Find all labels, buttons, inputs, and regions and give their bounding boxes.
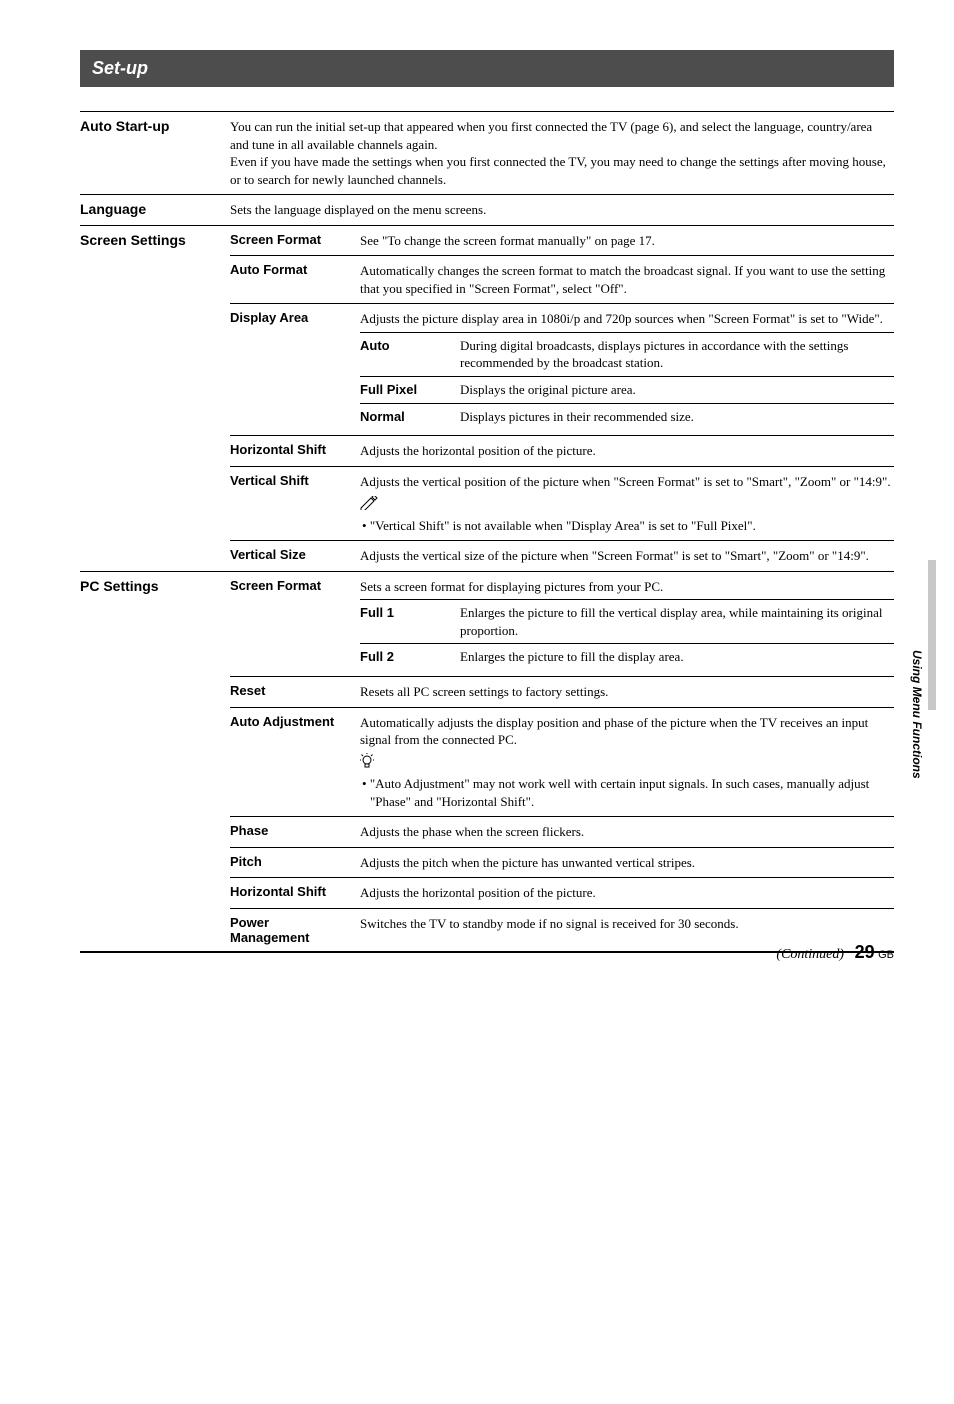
vshift-text: Adjusts the vertical position of the pic…	[360, 473, 894, 491]
pc-format-intro: Sets a screen format for displaying pict…	[360, 578, 894, 596]
settings-table: Auto Start-up You can run the initial se…	[80, 111, 894, 953]
pc-autoadj-desc: Automatically adjusts the display positi…	[360, 707, 894, 817]
continued-text: (Continued)	[776, 947, 844, 962]
opt-fullpixel-desc: Displays the original picture area.	[460, 377, 894, 404]
page-gb: GB	[878, 949, 894, 961]
hshift-label: Horizontal Shift	[230, 436, 360, 467]
opt-auto-label: Auto	[360, 332, 460, 376]
side-tab-text: Using Menu Functions	[910, 650, 924, 779]
pc-autoadj-text: Automatically adjusts the display positi…	[360, 714, 894, 749]
opt-fullpixel-label: Full Pixel	[360, 377, 460, 404]
pc-hshift-desc: Adjusts the horizontal position of the p…	[360, 878, 894, 909]
row-label-language: Language	[80, 195, 230, 226]
vshift-label: Vertical Shift	[230, 466, 360, 541]
hshift-desc: Adjusts the horizontal position of the p…	[360, 436, 894, 467]
row-label-autostartup: Auto Start-up	[80, 112, 230, 195]
pc-format-label: Screen Format	[230, 571, 360, 676]
pc-autoadj-label: Auto Adjustment	[230, 707, 360, 817]
vshift-note: • "Vertical Shift" is not available when…	[360, 517, 894, 535]
display-area-intro: Adjusts the picture display area in 1080…	[360, 310, 894, 328]
opt-full2-label: Full 2	[360, 644, 460, 670]
auto-format-desc: Automatically changes the screen format …	[360, 256, 894, 304]
pencil-icon	[360, 496, 380, 515]
screen-format-label: Screen Format	[230, 225, 360, 256]
pc-reset-label: Reset	[230, 677, 360, 708]
pc-power-label: PowerManagement	[230, 908, 360, 952]
row-desc-language: Sets the language displayed on the menu …	[230, 195, 894, 226]
opt-auto-desc: During digital broadcasts, displays pict…	[460, 332, 894, 376]
pc-reset-desc: Resets all PC screen settings to factory…	[360, 677, 894, 708]
row-label-screensettings: Screen Settings	[80, 225, 230, 571]
vsize-desc: Adjusts the vertical size of the picture…	[360, 541, 894, 572]
pc-phase-label: Phase	[230, 817, 360, 848]
vshift-desc: Adjusts the vertical position of the pic…	[360, 466, 894, 541]
lightbulb-icon	[360, 753, 374, 774]
section-header: Set-up	[80, 50, 894, 87]
pc-pitch-label: Pitch	[230, 847, 360, 878]
page-number: 29	[855, 942, 875, 962]
pc-format-desc: Sets a screen format for displaying pict…	[360, 571, 894, 676]
opt-normal-label: Normal	[360, 403, 460, 429]
display-area-desc: Adjusts the picture display area in 1080…	[360, 304, 894, 436]
pc-pitch-desc: Adjusts the pitch when the picture has u…	[360, 847, 894, 878]
display-area-label: Display Area	[230, 304, 360, 436]
row-label-pcsettings: PC Settings	[80, 571, 230, 952]
pc-autoadj-tip: • "Auto Adjustment" may not work well wi…	[360, 775, 894, 810]
side-tab-bar	[928, 560, 936, 710]
opt-full2-desc: Enlarges the picture to fill the display…	[460, 644, 894, 670]
screen-format-desc: See "To change the screen format manuall…	[360, 225, 894, 256]
opt-full1-desc: Enlarges the picture to fill the vertica…	[460, 600, 894, 644]
page-footer: (Continued) 29 GB	[776, 942, 894, 963]
pc-phase-desc: Adjusts the phase when the screen flicke…	[360, 817, 894, 848]
opt-normal-desc: Displays pictures in their recommended s…	[460, 403, 894, 429]
opt-full1-label: Full 1	[360, 600, 460, 644]
vsize-label: Vertical Size	[230, 541, 360, 572]
pc-hshift-label: Horizontal Shift	[230, 878, 360, 909]
row-desc-autostartup: You can run the initial set-up that appe…	[230, 112, 894, 195]
auto-format-label: Auto Format	[230, 256, 360, 304]
